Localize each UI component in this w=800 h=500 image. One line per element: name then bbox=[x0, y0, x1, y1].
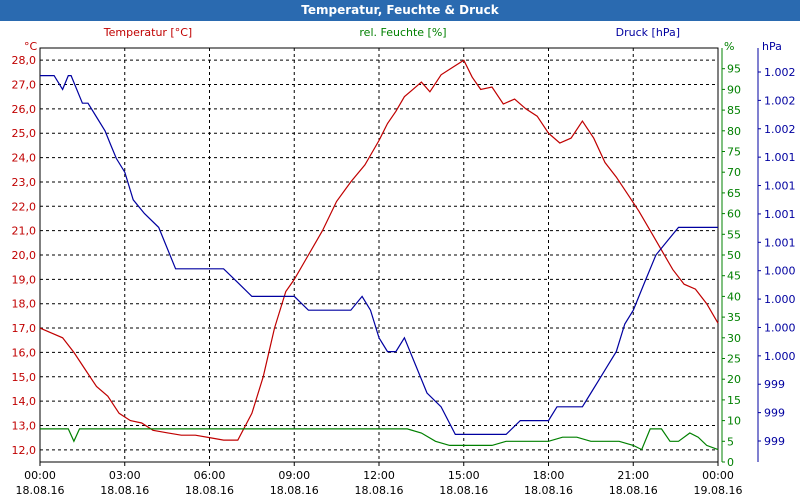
pressure-tick-label: 1.002 bbox=[764, 66, 796, 79]
pressure-tick-label: 1.000 bbox=[764, 265, 796, 278]
humidity-tick-label: 55 bbox=[727, 228, 741, 241]
temp-tick-label: 27,0 bbox=[12, 79, 37, 92]
axes bbox=[39, 48, 761, 466]
temp-tick-label: 19,0 bbox=[12, 273, 37, 286]
humidity-tick-label: 25 bbox=[727, 353, 741, 366]
x-tick-date: 18.08.16 bbox=[439, 484, 488, 497]
chart-title: Temperatur, Feuchte & Druck bbox=[0, 0, 800, 21]
temp-tick-label: 15,0 bbox=[12, 371, 37, 384]
x-tick-date: 18.08.16 bbox=[16, 484, 65, 497]
x-tick-time: 15:00 bbox=[448, 469, 480, 482]
temp-tick-label: 12,0 bbox=[12, 444, 37, 457]
legend-entry: Temperatur [°C] bbox=[103, 26, 192, 39]
humidity-tick-label: 85 bbox=[727, 104, 741, 117]
temp-tick-label: 13,0 bbox=[12, 419, 37, 432]
x-tick-time: 00:00 bbox=[702, 469, 734, 482]
humidity-tick-label: 0 bbox=[727, 456, 734, 469]
series-layer bbox=[39, 59, 719, 451]
temp-tick-label: 24,0 bbox=[12, 152, 37, 165]
pressure-tick-label: 1.002 bbox=[764, 94, 796, 107]
temp-tick-label: 16,0 bbox=[12, 346, 37, 359]
pressure-tick-label: 999 bbox=[764, 378, 785, 391]
x-tick-time: 21:00 bbox=[617, 469, 649, 482]
pressure-tick-label: 1.002 bbox=[764, 123, 796, 136]
humidity-tick-label: 5 bbox=[727, 435, 734, 448]
humidity-tick-label: 75 bbox=[727, 146, 741, 159]
pressure-tick-label: 999 bbox=[764, 407, 785, 420]
humidity-tick-label: 70 bbox=[727, 166, 741, 179]
humidity-tick-label: 15 bbox=[727, 394, 741, 407]
x-tick-date: 18.08.16 bbox=[355, 484, 404, 497]
humidity-tick-label: 95 bbox=[727, 63, 741, 76]
humidity-tick-label: 40 bbox=[727, 290, 741, 303]
series-line-pressure bbox=[40, 74, 718, 435]
legend-entry: rel. Feuchte [%] bbox=[359, 26, 446, 39]
x-tick-time: 18:00 bbox=[533, 469, 565, 482]
humidity-tick-label: 50 bbox=[727, 249, 741, 262]
temp-tick-label: 23,0 bbox=[12, 176, 37, 189]
humidity-tick-label: 90 bbox=[727, 83, 741, 96]
x-tick-date: 18.08.16 bbox=[609, 484, 658, 497]
series-line-hum bbox=[40, 428, 719, 451]
temp-unit-label: °C bbox=[24, 40, 38, 53]
x-tick-date: 18.08.16 bbox=[185, 484, 234, 497]
grid bbox=[39, 47, 719, 463]
x-tick-time: 12:00 bbox=[363, 469, 395, 482]
humidity-tick-label: 20 bbox=[727, 373, 741, 386]
pressure-tick-label: 1.000 bbox=[764, 350, 796, 363]
x-tick-date: 18.08.16 bbox=[100, 484, 149, 497]
temp-tick-label: 28,0 bbox=[12, 54, 37, 67]
pressure-tick-label: 1.001 bbox=[764, 180, 796, 193]
labels: 12,0 13,0 14,0 15,0 16,0 17,0 18,0 19,0 20,0 21,0… bbox=[12, 26, 796, 497]
temp-tick-label: 21,0 bbox=[12, 225, 37, 238]
x-tick-time: 00:00 bbox=[24, 469, 56, 482]
pressure-tick-label: 999 bbox=[764, 435, 785, 448]
humidity-tick-label: 65 bbox=[727, 187, 741, 200]
humidity-unit-label: % bbox=[724, 40, 734, 53]
pressure-tick-label: 1.000 bbox=[764, 293, 796, 306]
temp-tick-label: 17,0 bbox=[12, 322, 37, 335]
x-tick-time: 03:00 bbox=[109, 469, 141, 482]
pressure-tick-label: 1.001 bbox=[764, 236, 796, 249]
humidity-tick-label: 30 bbox=[727, 332, 741, 345]
x-tick-time: 09:00 bbox=[278, 469, 310, 482]
x-tick-time: 06:00 bbox=[194, 469, 226, 482]
legend-entry: Druck [hPa] bbox=[616, 26, 680, 39]
humidity-tick-label: 60 bbox=[727, 208, 741, 221]
humidity-tick-label: 80 bbox=[727, 125, 741, 138]
temp-tick-label: 22,0 bbox=[12, 200, 37, 213]
x-tick-date: 19.08.16 bbox=[694, 484, 743, 497]
pressure-tick-label: 1.001 bbox=[764, 151, 796, 164]
temp-tick-label: 25,0 bbox=[12, 127, 37, 140]
humidity-tick-label: 35 bbox=[727, 311, 741, 324]
pressure-unit-label: hPa bbox=[762, 40, 782, 53]
temp-tick-label: 20,0 bbox=[12, 249, 37, 262]
pressure-tick-label: 1.000 bbox=[764, 321, 796, 334]
humidity-tick-label: 45 bbox=[727, 270, 741, 283]
x-tick-date: 18.08.16 bbox=[524, 484, 573, 497]
temp-tick-label: 14,0 bbox=[12, 395, 37, 408]
temp-tick-label: 26,0 bbox=[12, 103, 37, 116]
x-tick-date: 18.08.16 bbox=[270, 484, 319, 497]
temp-tick-label: 18,0 bbox=[12, 298, 37, 311]
humidity-tick-label: 10 bbox=[727, 415, 741, 428]
pressure-tick-label: 1.001 bbox=[764, 208, 796, 221]
